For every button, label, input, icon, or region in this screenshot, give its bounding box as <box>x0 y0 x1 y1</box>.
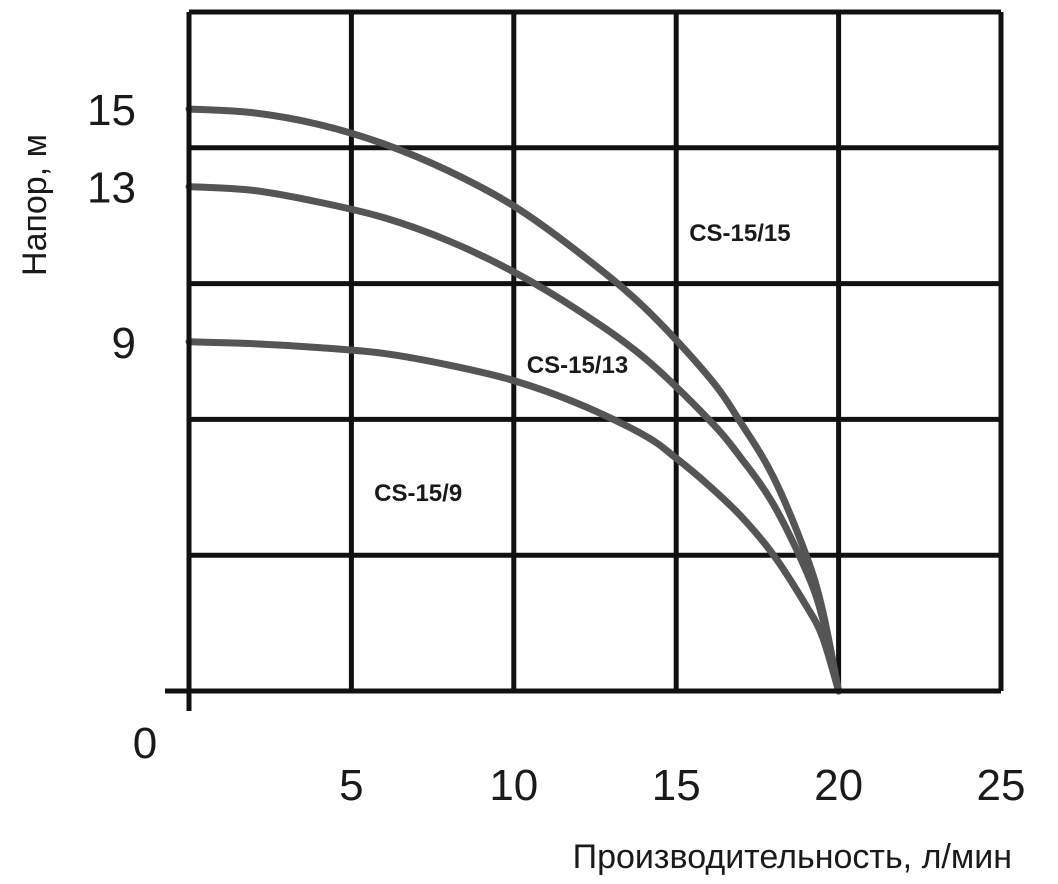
x-tick-label-0: 0 <box>133 719 157 768</box>
x-tick-label-15: 15 <box>652 761 701 810</box>
series-label-2: CS-15/9 <box>374 480 462 507</box>
y-tick-label-15: 15 <box>87 86 136 135</box>
y-tick-label-9: 9 <box>112 319 136 368</box>
x-tick-label-5: 5 <box>339 761 363 810</box>
tick-labels: 0 5 10 15 20 25 9 13 15 <box>87 86 1025 810</box>
series-curve-2 <box>185 338 843 695</box>
series-label-1: CS-15/13 <box>527 352 628 379</box>
x-tick-label-20: 20 <box>814 761 863 810</box>
x-tick-label-10: 10 <box>489 761 538 810</box>
y-tick-label-13: 13 <box>87 164 136 213</box>
y-axis-label: Напор, м <box>16 134 54 276</box>
series-curves <box>185 105 843 695</box>
series-label-0: CS-15/15 <box>689 220 790 247</box>
x-axis-label: Производительность, л/мин <box>573 838 1012 876</box>
axes <box>165 12 1001 711</box>
grid <box>189 9 1004 691</box>
series-curve-1 <box>185 183 843 695</box>
x-tick-label-25: 25 <box>977 761 1026 810</box>
series-labels: CS-15/15 CS-15/13 CS-15/9 <box>374 220 790 507</box>
series-curve-0 <box>185 105 843 695</box>
